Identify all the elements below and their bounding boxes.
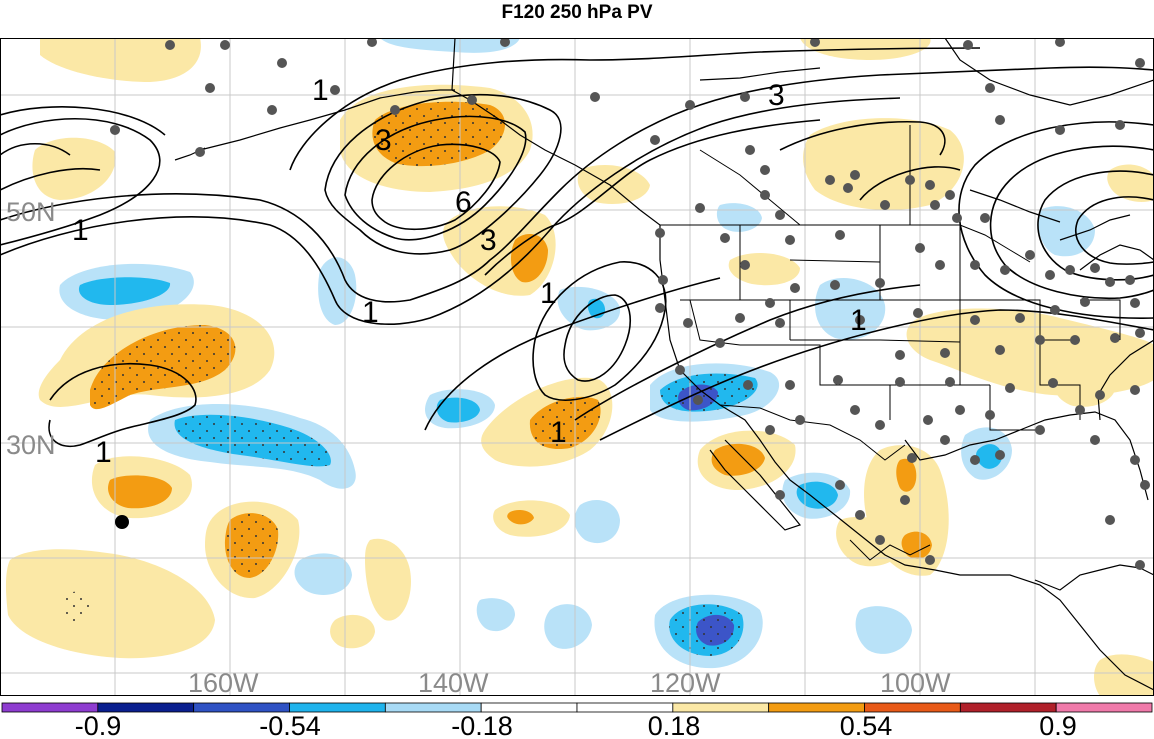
contour-labels: 1 1 1 1 1 1 1 3 3 3 6: [72, 74, 867, 469]
svg-text:1: 1: [95, 436, 112, 469]
lon-label-100w: 100W: [880, 668, 951, 698]
lat-label-50n: 50N: [6, 197, 56, 227]
lat-lon-grid: [0, 38, 1154, 696]
lat-label-30n: 30N: [6, 430, 56, 460]
longitude-labels: 160W 140W 120W 100W: [188, 668, 951, 698]
svg-text:1: 1: [540, 277, 557, 310]
svg-text:6: 6: [455, 186, 472, 219]
station-markers: [110, 38, 1150, 570]
svg-text:3: 3: [480, 224, 497, 257]
lon-label-140w: 140W: [418, 668, 489, 698]
lon-label-120w: 120W: [650, 668, 721, 698]
svg-text:1: 1: [362, 296, 379, 329]
chart-title: F120 250 hPa PV: [501, 2, 653, 23]
svg-text:3: 3: [768, 79, 785, 112]
svg-text:1: 1: [850, 304, 867, 337]
marker-point: [115, 515, 129, 529]
svg-text:3: 3: [375, 124, 392, 157]
lon-label-160w: 160W: [188, 668, 259, 698]
pv-contours: [0, 47, 1154, 447]
svg-text:1: 1: [312, 74, 329, 107]
latitude-labels: 50N 30N: [6, 197, 56, 460]
svg-text:1: 1: [550, 416, 567, 449]
svg-text:1: 1: [72, 214, 89, 247]
